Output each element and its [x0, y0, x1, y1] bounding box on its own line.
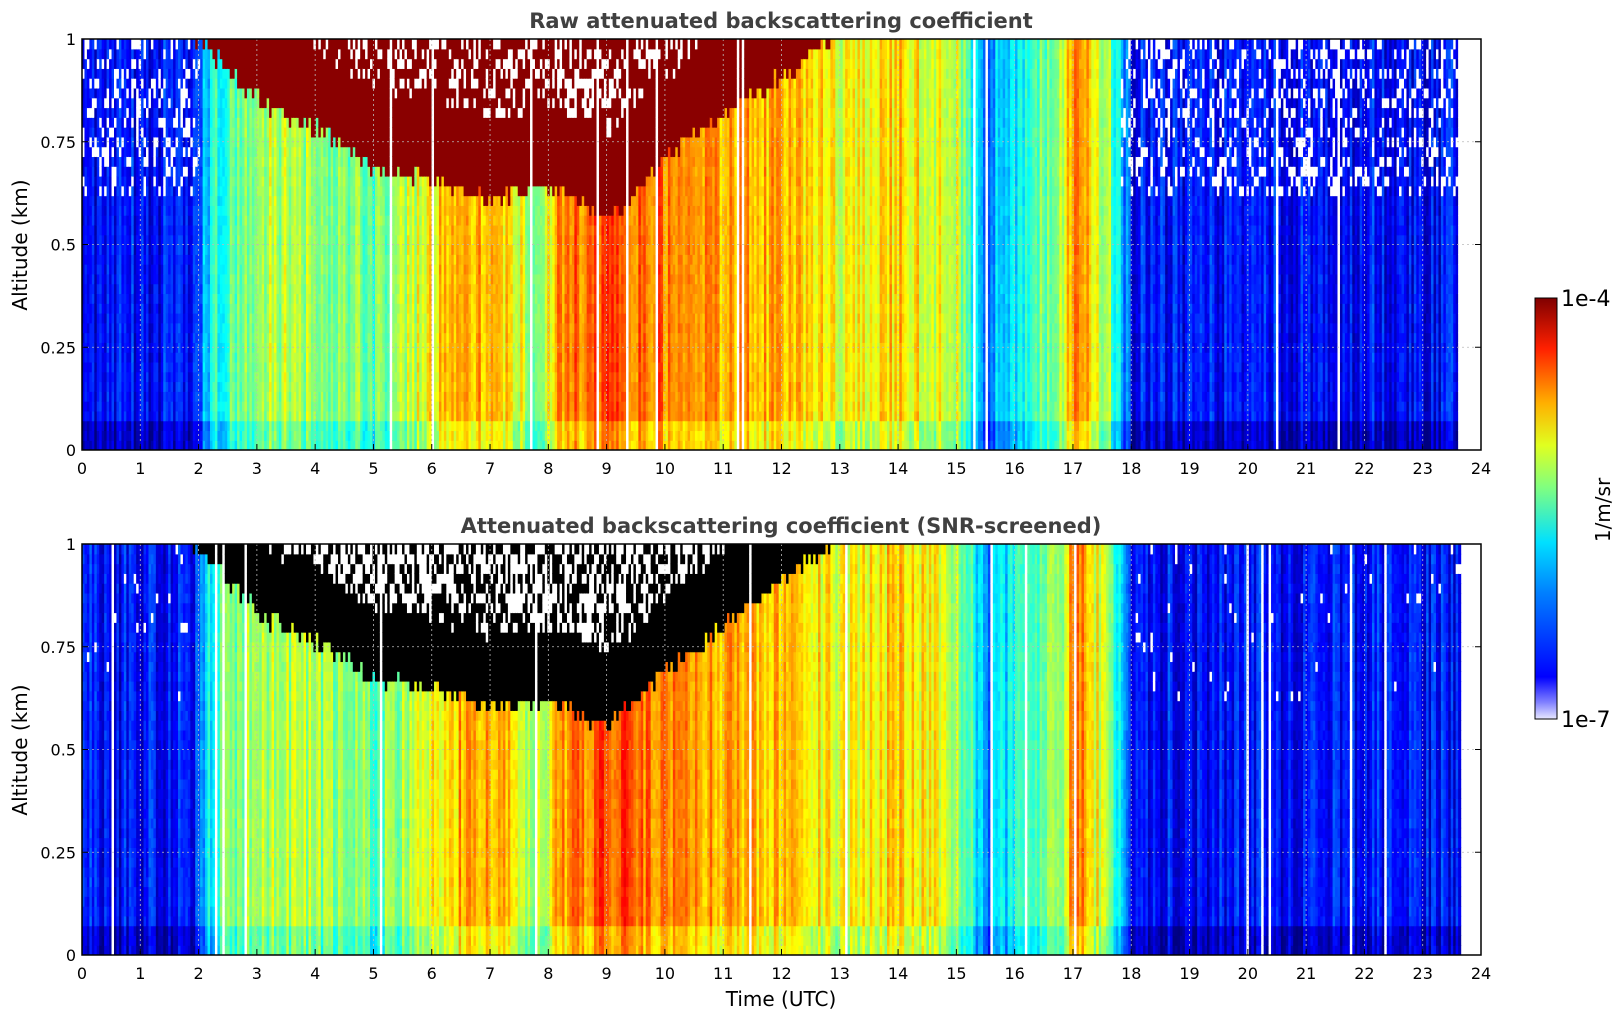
figure: Raw attenuated backscattering coefficien…	[0, 0, 1621, 1020]
panel1-title: Raw attenuated backscattering coefficien…	[529, 9, 1033, 33]
panel-raw: Raw attenuated backscattering coefficien…	[8, 9, 1491, 478]
